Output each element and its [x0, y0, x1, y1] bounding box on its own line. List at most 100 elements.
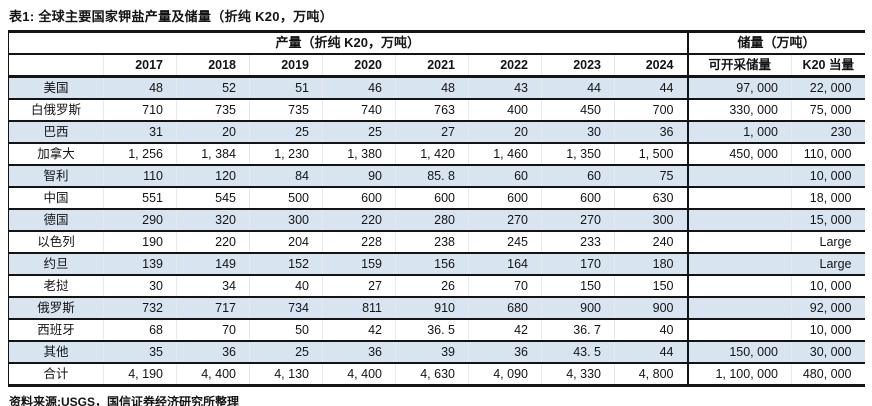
production-value-cell: 25 — [249, 121, 323, 144]
country-cell: 德国 — [8, 209, 104, 232]
production-value-cell: 900 — [614, 297, 688, 320]
production-value-cell: 36. 5 — [395, 319, 469, 342]
production-value-cell: 43. 5 — [541, 341, 615, 364]
recoverable-reserves-cell: 150, 000 — [686, 341, 792, 364]
recoverable-reserves-cell — [686, 165, 792, 188]
production-value-cell: 1, 230 — [249, 143, 323, 166]
production-value-cell: 44 — [541, 76, 615, 100]
production-value-cell: 320 — [176, 209, 250, 232]
production-value-cell: 4, 190 — [103, 363, 177, 387]
production-value-cell: 31 — [103, 121, 177, 144]
production-value-cell: 159 — [322, 253, 396, 276]
production-value-cell: 20 — [468, 121, 542, 144]
production-value-cell: 40 — [614, 319, 688, 342]
production-value-cell: 48 — [395, 76, 469, 100]
column-header-2020: 2020 — [322, 54, 396, 78]
production-value-cell: 60 — [541, 165, 615, 188]
production-value-cell: 30 — [541, 121, 615, 144]
production-value-cell: 233 — [541, 231, 615, 254]
recoverable-reserves-cell — [686, 319, 792, 342]
production-value-cell: 75 — [614, 165, 688, 188]
recoverable-reserves-cell: 1, 100, 000 — [686, 363, 792, 387]
recoverable-reserves-cell — [686, 253, 792, 276]
production-value-cell: 240 — [614, 231, 688, 254]
table-row: 中国 551 545 500 600 600 600 600 630 18, 0… — [8, 187, 865, 210]
production-value-cell: 20 — [176, 121, 250, 144]
country-cell: 以色列 — [8, 231, 104, 254]
reserves-group-header: 储量（万吨） — [686, 31, 865, 55]
production-value-cell: 700 — [614, 99, 688, 122]
k2o-equivalent-cell: 230 — [791, 121, 865, 144]
column-header-2024: 2024 — [614, 54, 688, 78]
production-value-cell: 600 — [322, 187, 396, 210]
potash-production-reserves-table: 产量（折纯 K20，万吨） 储量（万吨） 2017 2018 2019 2020… — [8, 30, 865, 387]
recoverable-reserves-cell: 450, 000 — [686, 143, 792, 166]
column-header-2018: 2018 — [176, 54, 250, 78]
k2o-equivalent-cell: 10, 000 — [791, 165, 865, 188]
production-value-cell: 156 — [395, 253, 469, 276]
production-value-cell: 1, 350 — [541, 143, 615, 166]
table-row: 白俄罗斯 710 735 735 740 763 400 450 700 330… — [8, 99, 865, 122]
production-value-cell: 740 — [322, 99, 396, 122]
k2o-equivalent-cell: 75, 000 — [791, 99, 865, 122]
production-value-cell: 734 — [249, 297, 323, 320]
production-value-cell: 4, 630 — [395, 363, 469, 387]
table-row: 巴西 31 20 25 25 27 20 30 36 1, 000 230 — [8, 121, 865, 144]
production-value-cell: 270 — [541, 209, 615, 232]
production-value-cell: 763 — [395, 99, 469, 122]
country-cell: 俄罗斯 — [8, 297, 104, 320]
production-value-cell: 204 — [249, 231, 323, 254]
column-header-recoverable-reserves: 可开采储量 — [686, 54, 792, 78]
production-value-cell: 46 — [322, 76, 396, 100]
k2o-equivalent-cell: 10, 000 — [791, 275, 865, 298]
column-header-2023: 2023 — [541, 54, 615, 78]
production-value-cell: 228 — [322, 231, 396, 254]
production-value-cell: 400 — [468, 99, 542, 122]
production-value-cell: 270 — [468, 209, 542, 232]
production-value-cell: 300 — [614, 209, 688, 232]
production-value-cell: 42 — [322, 319, 396, 342]
production-value-cell: 680 — [468, 297, 542, 320]
country-cell: 其他 — [8, 341, 104, 364]
production-value-cell: 110 — [103, 165, 177, 188]
column-header-row: 2017 2018 2019 2020 2021 2022 2023 2024 … — [8, 54, 865, 78]
production-value-cell: 44 — [614, 76, 688, 100]
table-row: 美国 48 52 51 46 48 43 44 44 97, 000 22, 0… — [8, 76, 865, 100]
recoverable-reserves-cell — [686, 231, 792, 254]
production-value-cell: 42 — [468, 319, 542, 342]
table-row: 西班牙 68 70 50 42 36. 5 42 36. 7 40 10, 00… — [8, 319, 865, 342]
production-group-header: 产量（折纯 K20，万吨） — [8, 31, 688, 55]
production-value-cell: 44 — [614, 341, 688, 364]
production-value-cell: 1, 420 — [395, 143, 469, 166]
production-value-cell: 25 — [322, 121, 396, 144]
recoverable-reserves-cell — [686, 187, 792, 210]
production-value-cell: 900 — [541, 297, 615, 320]
production-value-cell: 51 — [249, 76, 323, 100]
production-value-cell: 1, 500 — [614, 143, 688, 166]
table-row: 约旦 139 149 152 159 156 164 170 180 Large — [8, 253, 865, 276]
production-value-cell: 4, 800 — [614, 363, 688, 387]
production-value-cell: 4, 400 — [176, 363, 250, 387]
table-row: 智利 110 120 84 90 85. 8 60 60 75 10, 000 — [8, 165, 865, 188]
production-value-cell: 220 — [322, 209, 396, 232]
production-value-cell: 1, 256 — [103, 143, 177, 166]
production-value-cell: 39 — [395, 341, 469, 364]
production-value-cell: 52 — [176, 76, 250, 100]
production-value-cell: 25 — [249, 341, 323, 364]
country-cell: 西班牙 — [8, 319, 104, 342]
production-value-cell: 630 — [614, 187, 688, 210]
production-value-cell: 450 — [541, 99, 615, 122]
production-value-cell: 26 — [395, 275, 469, 298]
production-value-cell: 27 — [322, 275, 396, 298]
table-row: 俄罗斯 732 717 734 811 910 680 900 900 92, … — [8, 297, 865, 320]
recoverable-reserves-cell: 330, 000 — [686, 99, 792, 122]
k2o-equivalent-cell: Large — [791, 231, 865, 254]
production-value-cell: 280 — [395, 209, 469, 232]
production-value-cell: 150 — [541, 275, 615, 298]
column-header-2021: 2021 — [395, 54, 469, 78]
column-header-2017: 2017 — [103, 54, 177, 78]
recoverable-reserves-cell: 1, 000 — [686, 121, 792, 144]
table-row: 其他 35 36 25 36 39 36 43. 5 44 150, 000 3… — [8, 341, 865, 364]
k2o-equivalent-cell: 110, 000 — [791, 143, 865, 166]
production-value-cell: 300 — [249, 209, 323, 232]
